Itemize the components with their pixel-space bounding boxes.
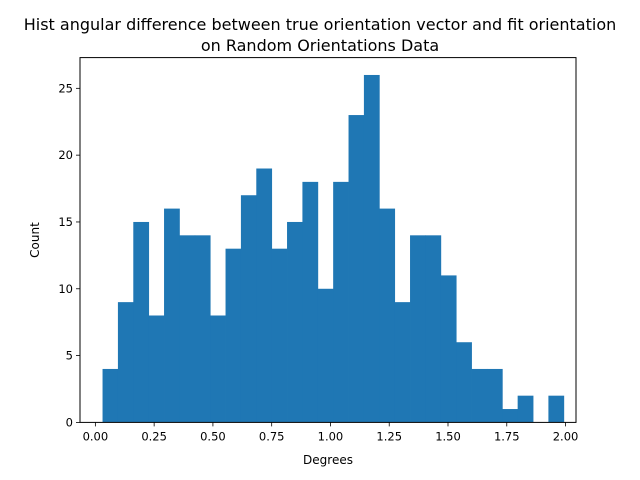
chart-title-line-2: on Random Orientations Data <box>201 36 439 55</box>
histogram-bar <box>210 315 226 423</box>
histogram-bar <box>256 168 273 423</box>
histogram-bar <box>179 235 196 423</box>
x-tick-label: 1.25 <box>376 429 402 443</box>
histogram-bar <box>271 248 288 423</box>
histogram-bar <box>287 221 303 423</box>
x-tick-label: 0.75 <box>259 429 285 443</box>
histogram-bar <box>148 315 165 423</box>
histogram-bar <box>440 275 457 423</box>
x-tick-label: 2.00 <box>553 429 579 443</box>
x-tick-label: 1.50 <box>435 429 461 443</box>
plot-frame <box>79 57 577 423</box>
x-axis-ticks: 0.00 0.25 0.50 0.75 1.00 1.25 1.50 1.75 2.00 <box>83 422 579 443</box>
histogram-bar <box>333 181 349 423</box>
histogram-bar <box>379 208 396 423</box>
histogram-bar <box>456 342 472 423</box>
histogram-bars <box>102 74 565 423</box>
x-axis-label: Degrees <box>303 453 353 467</box>
histogram-bar <box>240 195 257 423</box>
x-tick-label: 0.50 <box>200 429 226 443</box>
y-tick-label: 10 <box>58 282 73 296</box>
histogram-bar <box>133 221 150 423</box>
histogram-bar <box>164 208 180 423</box>
y-tick-label: 0 <box>66 415 73 429</box>
histogram-bar <box>117 302 134 423</box>
x-tick-label: 1.00 <box>318 429 344 443</box>
histogram-bar <box>425 235 442 423</box>
histogram-bar <box>348 115 365 423</box>
histogram-bar <box>225 248 242 423</box>
histogram-bar <box>194 235 211 423</box>
x-tick-label: 0.00 <box>83 429 109 443</box>
y-axis-label: Count <box>28 222 42 258</box>
histogram-bar <box>102 368 119 423</box>
histogram-bar <box>502 409 519 423</box>
y-tick-label: 15 <box>58 215 73 229</box>
histogram-bar <box>517 395 534 423</box>
histogram-bar <box>471 368 488 423</box>
histogram-bar <box>486 368 503 423</box>
histogram-bar <box>394 302 411 423</box>
histogram-bar <box>317 288 334 423</box>
y-tick-label: 20 <box>58 148 73 162</box>
histogram-bar <box>410 235 426 423</box>
histogram-bar <box>302 181 319 423</box>
chart-title-line-1: Hist angular difference between true ori… <box>24 15 617 34</box>
histogram-bar <box>363 74 380 423</box>
histogram-bar <box>548 395 565 423</box>
x-tick-label: 0.25 <box>141 429 167 443</box>
x-tick-label: 1.75 <box>494 429 520 443</box>
y-tick-label: 5 <box>66 349 73 363</box>
y-tick-label: 25 <box>58 81 73 95</box>
y-axis-ticks: 0 5 10 15 20 25 <box>58 81 80 429</box>
